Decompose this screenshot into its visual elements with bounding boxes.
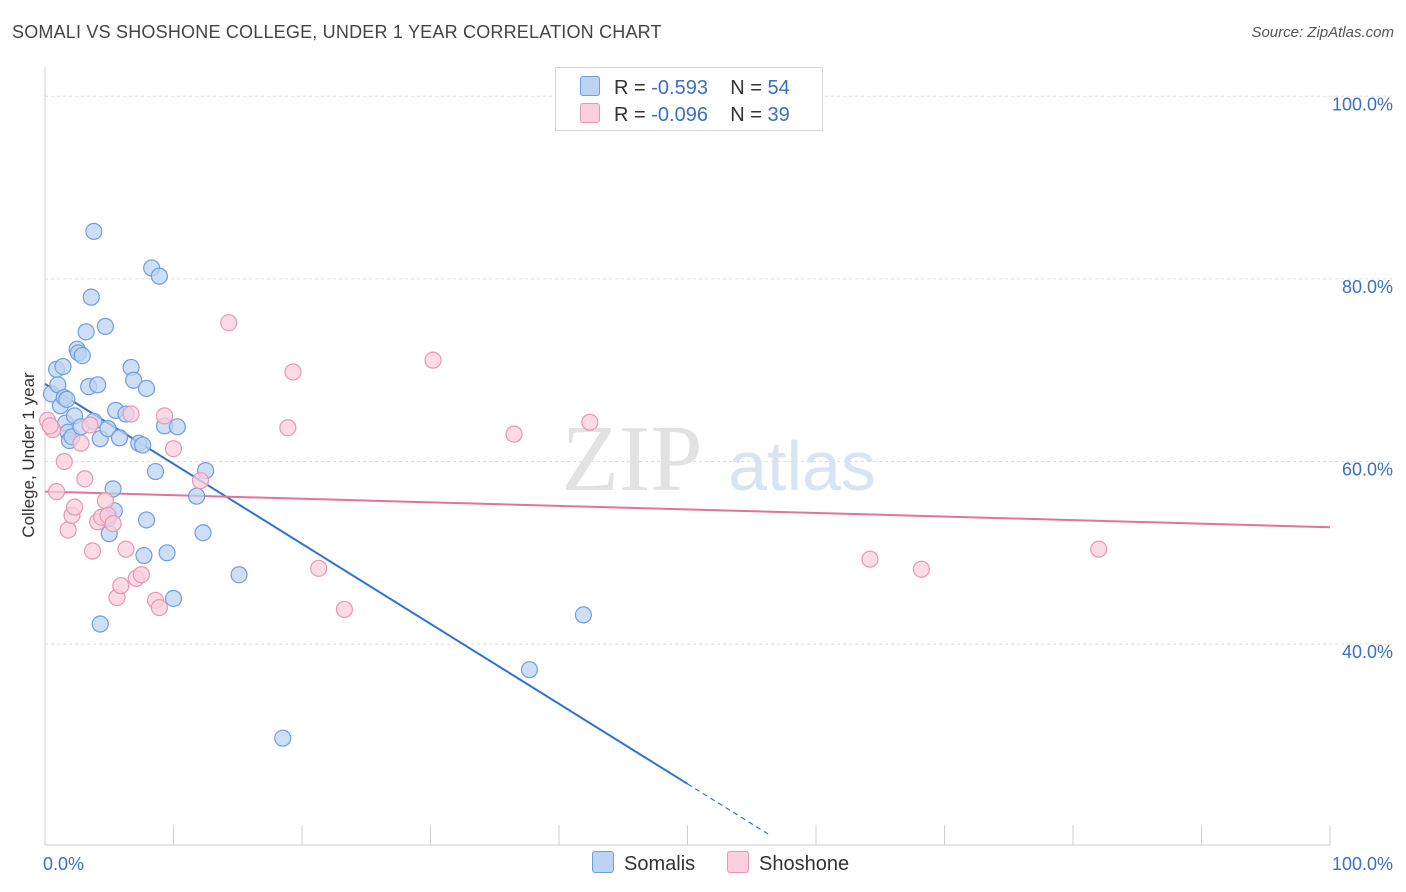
y-tick-label: 80.0% [1342,277,1393,297]
shoshone-point [132,566,150,584]
somalis-point [110,429,129,447]
y-tick-label: 40.0% [1342,642,1393,662]
shoshone-point [284,363,302,381]
shoshone-point [505,425,523,443]
somalis-point [137,379,156,398]
x-tick-label: 0.0% [43,854,84,874]
somalis-point [168,418,186,436]
shoshone-point [59,521,77,539]
y-tick-label: 100.0% [1332,94,1393,114]
somali-n-label: N = [730,77,768,99]
somalis-point [137,511,156,529]
watermark: ZIP atlas [562,407,876,511]
shoshone-point [220,314,238,332]
chart-title: SOMALI VS SHOSHONE COLLEGE, UNDER 1 YEAR… [12,22,662,42]
shoshone-point [96,492,114,510]
shoshone-point [150,598,168,617]
somalis-point [150,267,168,285]
legend-row-shoshone: R = -0.096 N = 39 [580,103,790,127]
shoshone-legend-swatch [727,851,749,873]
somalis-point [230,566,248,584]
somalis-trend-extension [687,783,772,837]
somalis-point [91,615,109,633]
somalis-point [574,606,593,624]
legend-row-somali: R = -0.593 N = 54 [580,76,790,100]
shoshone-point [72,434,90,452]
y-axis-label: College, Under 1 year [19,372,38,538]
shoshone-point [424,351,442,369]
somalis-point [520,661,539,679]
y-tick-label: 60.0% [1342,460,1393,480]
somali-r-label: R = [614,77,652,99]
shoshone-point [65,498,84,516]
somalis-point [96,317,114,335]
shoshone-trend-line [44,490,1331,529]
shoshone-point [55,452,73,471]
shoshone-point [912,560,930,578]
x-tick-label: 100.0% [1332,854,1393,874]
somalis-point [104,480,122,498]
shoshone-point [122,405,140,423]
shoshone-point [581,413,599,431]
shoshone-legend-label: Shoshone [759,853,850,875]
somalis-trend-line [44,383,689,785]
somalis-point [158,544,176,562]
shoshone-r-value: -0.096 [651,104,708,126]
shoshone-point [335,600,354,619]
shoshone-point [76,470,94,488]
somalis-point [58,390,76,409]
bottom-legend-somali: Somalis [592,851,695,876]
shoshone-point [164,440,183,458]
somali-legend-label: Somalis [624,853,696,875]
somalis-point [82,288,100,306]
shoshone-n-value: 39 [767,104,790,126]
somalis-point [54,357,72,376]
somalis-point [99,420,117,438]
trend-lines [44,383,1331,837]
axes-layer [44,67,1331,846]
shoshone-point [191,472,210,490]
somalis-point [274,729,292,747]
shoshone-point [861,550,879,568]
somalis-point [89,376,107,394]
shoshone-point [83,542,102,560]
somalis-point [146,462,165,481]
tick-labels: 40.0% 60.0% 80.0% 100.0% 0.0% 100.0% [43,94,1393,874]
shoshone-r-label: R = [614,104,652,126]
somalis-point [77,323,95,341]
somali-legend-swatch [592,851,614,873]
somali-r-value: -0.593 [651,77,708,99]
shoshone-point [112,577,130,595]
shoshone-point [117,540,135,558]
shoshone-point [1090,540,1108,558]
shoshone-point [41,417,59,435]
shoshone-point [81,416,99,434]
somalis-point [135,546,153,565]
somalis-point [73,346,91,365]
somalis-point [85,222,103,240]
grid-layer [45,95,1392,645]
watermark-atlas: atlas [728,427,876,505]
somalis-point [134,436,152,454]
somalis-point [164,589,183,608]
somalis-point [194,524,212,542]
shoshone-point [47,483,66,501]
correlation-legend: R = -0.593 N = 54 R = -0.096 N = 39 [555,67,823,131]
bottom-legend-shoshone: Shoshone [727,851,849,876]
somali-swatch [580,76,600,96]
shoshone-n-label: N = [730,104,768,126]
somali-n-value: 54 [767,77,790,99]
somalis-point [125,371,143,389]
shoshone-point [155,407,174,425]
somalis-point [188,487,206,505]
data-points [38,222,1108,747]
shoshone-point [104,514,122,533]
source-label: Source: ZipAtlas.com [1251,24,1394,41]
shoshone-swatch [580,103,600,123]
shoshone-point [310,559,328,577]
shoshone-point [279,419,297,437]
